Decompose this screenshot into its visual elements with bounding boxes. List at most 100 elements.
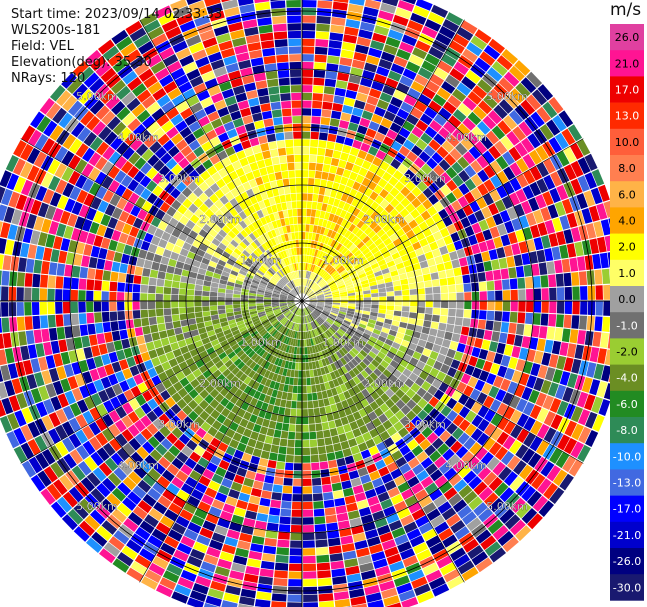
velocity-gate xyxy=(230,481,243,492)
velocity-gate xyxy=(451,161,464,174)
velocity-gate xyxy=(433,389,445,401)
velocity-gate xyxy=(382,223,392,233)
velocity-gate xyxy=(493,104,508,120)
velocity-gate xyxy=(345,241,354,250)
velocity-gate xyxy=(160,337,170,347)
velocity-gate xyxy=(302,247,305,255)
velocity-gate xyxy=(504,367,515,381)
velocity-gate xyxy=(429,367,440,378)
velocity-gate xyxy=(276,390,283,399)
velocity-gate xyxy=(330,312,338,317)
velocity-gate xyxy=(433,494,448,508)
velocity-gate xyxy=(174,584,192,597)
velocity-gate xyxy=(211,499,225,510)
velocity-gate xyxy=(470,35,487,50)
velocity-gate xyxy=(270,413,278,422)
velocity-gate xyxy=(369,503,383,514)
velocity-gate xyxy=(342,550,357,560)
velocity-gate xyxy=(233,449,244,460)
velocity-gate xyxy=(312,100,323,109)
velocity-gate xyxy=(600,332,609,349)
velocity-gate xyxy=(452,187,464,200)
velocity-gate xyxy=(384,277,393,283)
velocity-gate xyxy=(264,353,272,361)
velocity-gate xyxy=(344,26,359,36)
velocity-gate xyxy=(280,163,288,172)
velocity-gate xyxy=(556,184,569,201)
velocity-gate xyxy=(360,370,369,379)
velocity-gate xyxy=(554,201,566,217)
velocity-gate xyxy=(332,150,342,159)
velocity-gate xyxy=(247,438,257,448)
velocity-gate xyxy=(398,127,411,139)
velocity-gate xyxy=(222,503,236,514)
velocity-gate xyxy=(324,263,331,271)
velocity-gate xyxy=(298,232,302,240)
velocity-gate xyxy=(304,316,307,324)
velocity-gate xyxy=(434,521,450,535)
velocity-gate xyxy=(155,308,164,317)
velocity-gate xyxy=(317,304,325,307)
velocity-gate xyxy=(296,201,302,209)
velocity-gate xyxy=(495,301,503,311)
velocity-gate xyxy=(375,321,384,327)
velocity-gate xyxy=(377,283,386,289)
velocity-gate xyxy=(365,269,374,276)
velocity-gate xyxy=(281,100,292,109)
velocity-gate xyxy=(331,307,340,311)
velocity-gate xyxy=(370,201,380,211)
velocity-gate xyxy=(416,360,426,370)
velocity-gate xyxy=(118,272,127,283)
velocity-gate xyxy=(456,292,464,301)
velocity-gate xyxy=(95,322,104,334)
velocity-gate xyxy=(274,39,288,48)
velocity-gate xyxy=(252,112,263,122)
velocity-gate xyxy=(383,355,393,364)
velocity-gate xyxy=(324,303,333,306)
velocity-gate xyxy=(440,184,452,196)
velocity-gate xyxy=(403,139,415,151)
velocity-gate xyxy=(274,349,280,357)
velocity-gate xyxy=(423,320,432,328)
velocity-gate xyxy=(425,287,433,294)
velocity-gate xyxy=(496,402,509,416)
velocity-gate xyxy=(434,412,446,425)
velocity-gate xyxy=(584,255,594,270)
velocity-gate xyxy=(503,115,518,130)
velocity-gate xyxy=(257,433,266,443)
velocity-gate xyxy=(380,347,389,356)
velocity-gate xyxy=(401,34,418,47)
velocity-gate xyxy=(338,64,351,74)
velocity-gate xyxy=(303,270,306,278)
velocity-gate xyxy=(334,276,342,282)
velocity-gate xyxy=(330,354,337,363)
velocity-gate xyxy=(278,187,285,196)
velocity-gate xyxy=(371,301,379,305)
velocity-gate xyxy=(310,377,316,385)
velocity-gate xyxy=(556,231,566,246)
velocity-gate xyxy=(513,254,523,267)
velocity-gate xyxy=(339,472,350,482)
velocity-gate xyxy=(308,416,315,424)
velocity-gate xyxy=(210,286,218,293)
velocity-gate xyxy=(562,455,577,473)
velocity-gate xyxy=(396,108,410,120)
velocity-gate xyxy=(345,89,358,100)
velocity-gate xyxy=(175,515,190,528)
velocity-gate xyxy=(372,32,387,44)
velocity-gate xyxy=(596,203,608,220)
velocity-gate xyxy=(164,315,173,323)
velocity-gate xyxy=(285,462,294,471)
velocity-gate xyxy=(450,520,466,534)
velocity-gate xyxy=(564,301,573,315)
velocity-gate xyxy=(379,296,387,301)
velocity-gate xyxy=(370,311,378,317)
velocity-gate xyxy=(431,4,448,18)
velocity-gate xyxy=(302,193,308,201)
velocity-gate xyxy=(347,305,356,310)
velocity-gate xyxy=(299,308,301,316)
velocity-gate xyxy=(558,110,574,128)
velocity-gate xyxy=(302,224,306,232)
velocity-gate xyxy=(460,217,471,228)
velocity-gate xyxy=(511,243,521,256)
